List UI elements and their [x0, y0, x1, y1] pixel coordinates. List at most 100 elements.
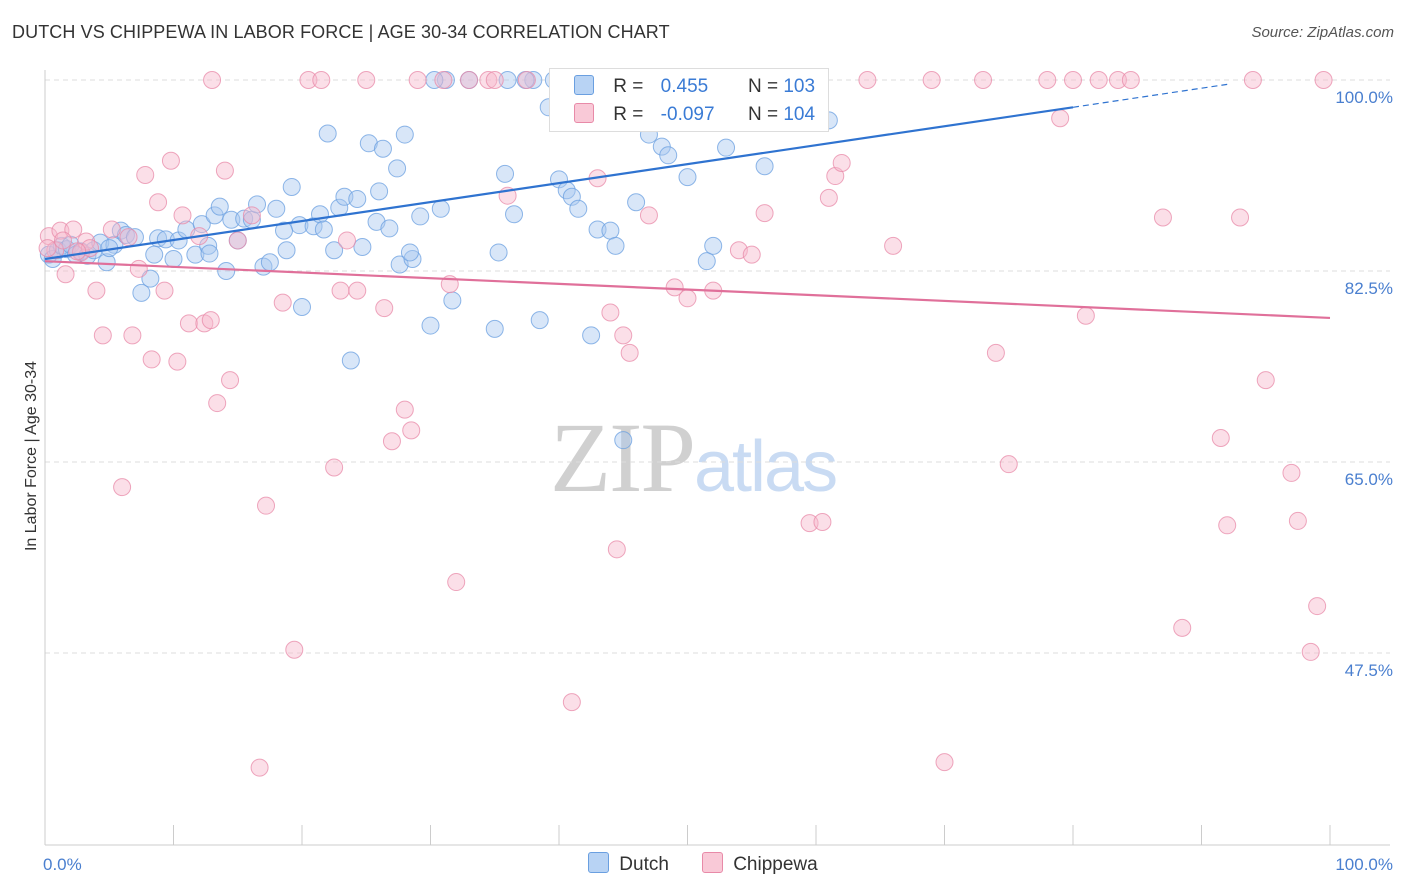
bottom-legend: Dutch Chippewa: [0, 852, 1406, 876]
dutch-point: [132, 283, 151, 302]
chippewa-point: [1218, 516, 1237, 535]
chippewa-point: [129, 259, 148, 278]
chippewa-point: [562, 693, 581, 712]
chippewa-point: [922, 71, 941, 89]
trend-lines: [44, 83, 1331, 320]
dutch-point: [530, 311, 549, 330]
chippewa-point: [517, 71, 536, 89]
chippewa-point: [479, 71, 498, 89]
chippewa-point: [179, 314, 198, 333]
chippewa-trend-line: [44, 260, 1331, 320]
chippewa-point: [1288, 511, 1307, 530]
chippewa-point: [325, 458, 344, 477]
bottom-swatch-chippewa: [702, 852, 724, 873]
chippewa-point: [460, 71, 479, 89]
chippewa-point: [1089, 71, 1108, 89]
chippewa-point: [1314, 71, 1333, 89]
chippewa-point: [1153, 208, 1172, 227]
chippewa-point: [1231, 208, 1250, 227]
y-axis-label: In Labor Force | Age 30-34: [23, 361, 40, 551]
legend: R = 0.455 N = 103 R = -0.097 N = 104: [549, 68, 829, 132]
chippewa-point: [1121, 71, 1140, 89]
chippewa-point: [155, 281, 174, 300]
dutch-point: [524, 71, 543, 89]
chippewa-point: [215, 161, 234, 180]
dutch-point: [606, 236, 625, 255]
chippewa-point: [832, 153, 851, 172]
dutch-point: [485, 319, 504, 338]
chippewa-point: [1038, 71, 1057, 89]
chippewa-point: [119, 228, 138, 247]
dutch-point: [217, 262, 236, 280]
chippewa-point: [257, 496, 276, 515]
chippewa-point: [1108, 71, 1127, 89]
dutch-point: [341, 351, 360, 370]
dutch-point: [400, 243, 419, 262]
dutch-point: [200, 244, 219, 263]
dutch-point: [267, 199, 286, 218]
dutch-point: [373, 139, 392, 158]
legend-row-chippewa: R = -0.097 N = 104: [574, 103, 815, 126]
x-tick-label: 0.0%: [43, 855, 82, 874]
chippewa-point: [375, 299, 394, 318]
dutch-point: [348, 189, 367, 208]
watermark: ZIPatlas: [550, 400, 838, 515]
dutch-point: [443, 291, 462, 310]
grid: [45, 79, 1390, 654]
chippewa-point: [93, 326, 112, 345]
legend-r-dutch: 0.455: [660, 76, 709, 97]
chippewa-point: [395, 400, 414, 419]
chippewa-point: [1211, 428, 1230, 447]
bottom-legend-chippewa: Chippewa: [702, 852, 818, 876]
legend-row-dutch: R = 0.455 N = 103: [574, 75, 815, 98]
chippewa-point: [607, 540, 626, 559]
dutch-point: [395, 125, 414, 144]
chippewa-point: [678, 289, 697, 308]
dutch-trend-line: [44, 106, 1074, 261]
dutch-point: [380, 219, 399, 238]
chippewa-point: [203, 71, 222, 89]
dutch-point: [627, 193, 646, 212]
legend-r-label: R =: [613, 76, 644, 97]
dutch-point: [569, 199, 588, 218]
dutch-point: [293, 298, 311, 317]
chippewa-point: [935, 753, 954, 772]
chippewa-point: [614, 326, 633, 345]
dutch-point: [199, 236, 218, 255]
chippewa-point: [102, 220, 121, 239]
chippewa-point: [228, 231, 247, 250]
chippewa-point: [299, 71, 318, 89]
chippewa-point: [485, 71, 504, 89]
watermark-atlas: atlas: [694, 427, 838, 507]
chippewa-point: [87, 281, 106, 300]
legend-swatch-chippewa: [574, 103, 594, 123]
chippewa-point: [53, 231, 72, 250]
dutch-point: [116, 225, 135, 244]
chippewa-point: [1308, 597, 1327, 616]
bottom-label-dutch: Dutch: [619, 854, 669, 875]
legend-n-chippewa: 104: [783, 104, 816, 125]
source-label: Source: ZipAtlas.com: [1251, 24, 1394, 41]
chippewa-point: [142, 350, 161, 369]
dutch-point: [318, 124, 337, 143]
chippewa-point: [168, 352, 187, 371]
dutch-point: [697, 252, 716, 271]
dutch-point: [498, 71, 517, 89]
chippewa-point: [38, 239, 57, 258]
chippewa-point: [402, 421, 421, 440]
chippewa-point: [250, 758, 269, 777]
chippewa-point: [620, 343, 639, 362]
dutch-point: [205, 206, 224, 225]
dutch-point: [260, 253, 279, 272]
dutch-point: [614, 431, 633, 450]
dutch-point: [678, 168, 697, 187]
chippewa-point: [382, 432, 401, 451]
chippewa-point: [1243, 71, 1262, 89]
chippewa-point: [447, 573, 466, 592]
chippewa-point: [161, 151, 180, 170]
chippewa-point: [408, 71, 427, 89]
dutch-point: [282, 177, 301, 196]
chippewa-point: [348, 281, 367, 300]
dutch-point: [325, 241, 344, 260]
dutch-point: [248, 195, 267, 214]
